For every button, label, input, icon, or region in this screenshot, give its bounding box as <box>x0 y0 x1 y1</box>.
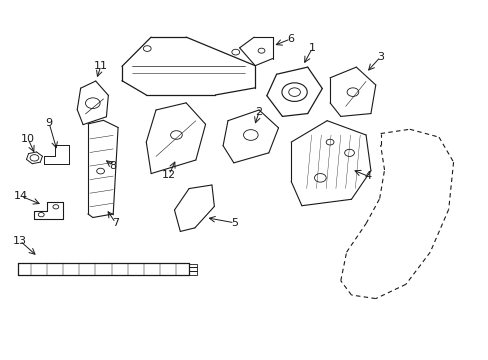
Text: 11: 11 <box>94 61 108 71</box>
Text: 2: 2 <box>255 107 262 117</box>
Text: 1: 1 <box>308 43 315 53</box>
Bar <box>188 264 197 267</box>
Text: 12: 12 <box>162 170 176 180</box>
Text: 7: 7 <box>112 218 119 228</box>
Bar <box>188 271 197 275</box>
Text: 9: 9 <box>45 118 53 128</box>
Bar <box>188 267 197 271</box>
Text: 14: 14 <box>14 191 28 201</box>
Text: 8: 8 <box>109 161 117 171</box>
Text: 3: 3 <box>376 52 384 62</box>
Text: 5: 5 <box>231 218 238 228</box>
Text: 10: 10 <box>21 134 35 144</box>
Text: 4: 4 <box>364 171 371 181</box>
Text: 6: 6 <box>286 34 294 44</box>
Text: 13: 13 <box>13 236 27 246</box>
